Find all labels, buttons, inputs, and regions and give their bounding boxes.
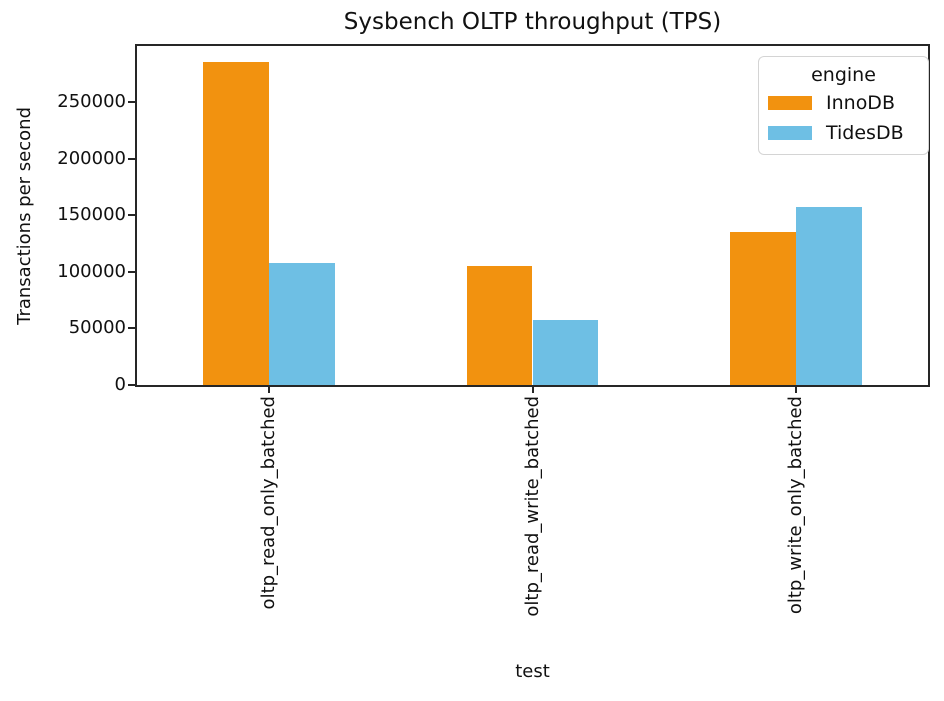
y-tick-mark — [128, 327, 136, 330]
y-tick-label: 200000 — [57, 147, 126, 169]
legend-items: InnoDB TidesDB — [768, 88, 919, 148]
bar-tidesdb — [268, 262, 335, 385]
bar-innodb — [466, 266, 533, 385]
y-tick-mark — [128, 157, 136, 160]
x-axis-label: test — [515, 661, 550, 682]
x-tick-mark — [531, 387, 534, 393]
legend-item-label: InnoDB — [826, 92, 895, 114]
y-tick-mark — [128, 270, 136, 273]
y-tick-mark — [128, 101, 136, 104]
y-tick-label: 250000 — [57, 91, 126, 113]
bar-innodb — [202, 62, 269, 385]
x-tick-mark — [267, 387, 270, 393]
y-tick-mark — [128, 214, 136, 217]
y-tick-label: 50000 — [68, 317, 126, 339]
x-tick-mark — [795, 387, 798, 393]
x-tick-label: oltp_read_only_batched — [257, 396, 279, 610]
x-tick-label: oltp_read_write_batched — [521, 396, 543, 617]
chart-title: Sysbench OLTP throughput (TPS) — [343, 9, 722, 35]
y-axis-label-wrap: Transactions per second — [14, 44, 35, 387]
y-tick-mark — [128, 384, 136, 386]
x-tick-label: oltp_write_only_batched — [785, 396, 807, 615]
y-tick-label: 0 — [114, 374, 126, 395]
legend-swatch-tidesdb — [768, 126, 812, 140]
y-tick-label: 150000 — [57, 204, 126, 226]
legend: engine InnoDB TidesDB — [758, 56, 929, 155]
legend-title: engine — [811, 64, 876, 86]
bar-tidesdb — [796, 207, 863, 385]
bar-tidesdb — [532, 320, 599, 385]
legend-item: TidesDB — [768, 118, 919, 148]
legend-item-label: TidesDB — [826, 122, 904, 144]
legend-item: InnoDB — [768, 88, 919, 118]
y-axis-label: Transactions per second — [14, 106, 35, 325]
legend-swatch-innodb — [768, 96, 812, 110]
bar-innodb — [730, 232, 797, 385]
y-tick-label: 100000 — [57, 260, 126, 282]
